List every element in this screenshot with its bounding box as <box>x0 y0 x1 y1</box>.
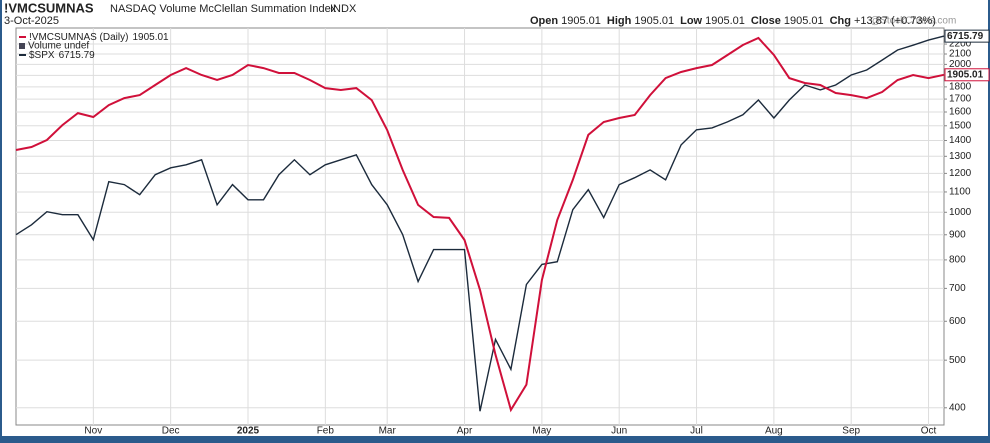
x-tick-label: Oct <box>921 426 937 437</box>
legend-value: 6715.79 <box>59 50 96 61</box>
legend-value: 1905.01 <box>132 32 169 43</box>
y-tick-label: 500 <box>949 355 966 366</box>
y-tick-label: 1700 <box>949 94 972 105</box>
y-tick-label: 1500 <box>949 120 972 131</box>
y-tick-label: 800 <box>949 255 966 266</box>
x-tick-label: May <box>532 426 551 437</box>
y-tick-label: 2100 <box>949 49 972 60</box>
ohlc-label: High <box>607 15 632 27</box>
y-tick-label: 700 <box>949 283 966 294</box>
y-tick-label: 1000 <box>949 207 972 218</box>
x-tick-label: Aug <box>765 426 783 437</box>
ohlc-label: Close <box>751 15 781 27</box>
y-tick-label: 2000 <box>949 59 972 70</box>
ohlc-value: +13.87 (+0.73%) <box>854 15 936 27</box>
y-tick-label: 1600 <box>949 107 972 118</box>
last-value-label: 1905.01 <box>947 69 984 80</box>
x-tick-label: Jul <box>690 426 703 437</box>
x-tick-label: Dec <box>162 426 180 437</box>
y-tick-label: 1200 <box>949 168 972 179</box>
x-tick-label: Mar <box>379 426 397 437</box>
ohlc-label: Open <box>530 15 558 27</box>
x-tick-label: 2025 <box>237 426 260 437</box>
ohlc-text: Open 1905.01 High 1905.01 Low 1905.01 Close 190… <box>530 15 936 27</box>
y-tick-label: 1100 <box>949 187 971 198</box>
legend-label: $SPX 6715.79 <box>29 50 95 61</box>
exchange: INDX <box>330 3 357 15</box>
ohlc-value: 1905.01 <box>784 15 824 27</box>
series-line <box>15 36 945 413</box>
last-value-box <box>944 29 990 43</box>
y-tick-label: 600 <box>949 316 966 327</box>
plot-area <box>15 27 945 426</box>
x-tick-label: Nov <box>84 426 102 437</box>
ohlc-label: Low <box>680 15 702 27</box>
x-tick-label: Apr <box>457 426 473 437</box>
y-tick-label: 1300 <box>949 151 972 162</box>
last-value-box <box>944 68 990 82</box>
legend-swatch <box>19 43 25 49</box>
x-tick-label: Jun <box>611 426 627 437</box>
legend-label: Volume undef <box>28 41 89 52</box>
y-tick-label: 1800 <box>949 82 972 93</box>
last-value-label: 6715.79 <box>947 31 984 42</box>
y-tick-label: 400 <box>949 402 966 413</box>
ohlc-value: 1905.01 <box>561 15 601 27</box>
chart-title: !VMCSUMNAS <box>4 0 94 15</box>
x-tick-label: Feb <box>317 426 335 437</box>
y-tick-label: 2200 <box>949 39 972 50</box>
date: 3-Oct-2025 <box>4 15 59 27</box>
ohlc-label: Chg <box>830 15 851 27</box>
legend-name: $SPX <box>29 50 55 61</box>
series-line <box>15 35 945 412</box>
y-tick-label: 1400 <box>949 135 972 146</box>
ohlc-value: 1905.01 <box>705 15 745 27</box>
ohlc-value: 1905.01 <box>634 15 674 27</box>
y-tick-label: 900 <box>949 229 966 240</box>
legend-label: !VMCSUMNAS (Daily) 1905.01 <box>29 32 169 43</box>
watermark: @StockCharts.com <box>870 16 956 27</box>
legend-name: !VMCSUMNAS (Daily) <box>29 32 128 43</box>
chart-subtitle: NASDAQ Volume McClellan Summation Index <box>110 3 337 15</box>
x-tick-label: Sep <box>842 426 860 437</box>
